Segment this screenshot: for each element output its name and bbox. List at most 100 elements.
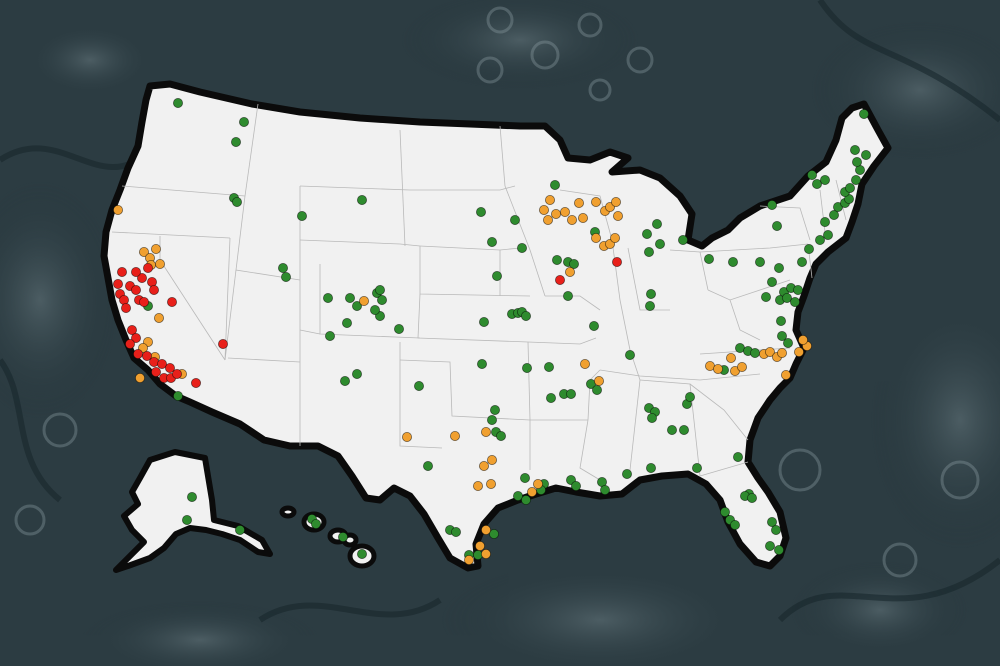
site-marker-green	[393, 323, 404, 334]
site-marker-orange	[480, 525, 491, 536]
site-marker-orange	[358, 295, 369, 306]
site-marker-red	[612, 256, 623, 267]
site-marker-red	[138, 296, 149, 307]
site-marker-orange	[486, 454, 497, 465]
site-marker-green	[622, 468, 633, 479]
site-marker-green	[322, 292, 333, 303]
site-marker-green	[730, 520, 741, 531]
site-marker-green	[765, 541, 776, 552]
site-marker-green	[704, 253, 715, 264]
site-marker-green	[277, 262, 288, 273]
site-marker-green	[646, 288, 657, 299]
site-marker-red	[130, 284, 141, 295]
site-marker-orange	[610, 232, 621, 243]
site-marker-red	[125, 338, 136, 349]
contiguous-us	[100, 80, 892, 572]
site-marker-red	[148, 284, 159, 295]
site-marker-red	[164, 362, 175, 373]
site-marker-orange	[580, 358, 591, 369]
site-marker-green	[804, 243, 815, 254]
site-marker-green	[495, 430, 506, 441]
site-marker-green	[356, 549, 367, 560]
site-marker-green	[280, 271, 291, 282]
site-marker-green	[172, 98, 183, 109]
sites-red	[113, 256, 623, 388]
site-marker-green	[647, 412, 658, 423]
site-marker-red	[555, 274, 566, 285]
site-marker-orange	[401, 431, 412, 442]
site-marker-red	[136, 272, 147, 283]
site-marker-green	[517, 242, 528, 253]
site-marker-green	[491, 270, 502, 281]
site-marker-green	[566, 388, 577, 399]
site-marker-green	[521, 310, 532, 321]
site-marker-green	[850, 144, 861, 155]
site-marker-green	[829, 209, 840, 220]
site-marker-green	[685, 391, 696, 402]
site-marker-orange	[153, 312, 164, 323]
site-marker-green	[776, 315, 787, 326]
site-marker-green	[339, 375, 350, 386]
site-marker-green	[513, 490, 524, 501]
site-marker-green	[600, 484, 611, 495]
site-marker-orange	[591, 232, 602, 243]
site-marker-red	[117, 266, 128, 277]
site-marker-green	[761, 291, 772, 302]
site-marker-green	[592, 384, 603, 395]
site-marker-red	[142, 262, 153, 273]
site-marker-red	[127, 324, 138, 335]
site-marker-green	[747, 492, 758, 503]
site-marker-green	[337, 532, 348, 543]
site-marker-green	[296, 210, 307, 221]
site-marker-green	[728, 256, 739, 267]
site-marker-orange	[463, 555, 474, 566]
site-marker-green	[646, 462, 657, 473]
site-marker-red	[217, 338, 228, 349]
site-marker-orange	[485, 478, 496, 489]
site-marker-orange	[565, 266, 576, 277]
site-marker-red	[190, 377, 201, 388]
site-marker-green	[422, 460, 433, 471]
site-marker-green	[356, 194, 367, 205]
site-marker-green	[755, 256, 766, 267]
site-marker-orange	[113, 204, 124, 215]
site-marker-orange	[611, 196, 622, 207]
site-marker-orange	[713, 363, 724, 374]
site-marker-green	[642, 228, 653, 239]
site-marker-orange	[560, 206, 571, 217]
site-marker-orange	[154, 258, 165, 269]
site-marker-orange	[613, 210, 624, 221]
site-marker-orange	[533, 478, 544, 489]
site-marker-orange	[150, 243, 161, 254]
site-marker-orange	[527, 486, 538, 497]
site-marker-green	[820, 174, 831, 185]
site-marker-orange	[480, 549, 491, 560]
site-marker-green	[767, 199, 778, 210]
site-marker-red	[130, 332, 141, 343]
site-marker-green	[181, 515, 192, 526]
state-borders	[111, 103, 847, 481]
sites-orange	[113, 194, 813, 566]
site-marker-red	[130, 266, 141, 277]
site-marker-green	[238, 117, 249, 128]
site-marker-green	[807, 169, 818, 180]
site-marker-red	[150, 366, 161, 377]
site-marker-green	[767, 276, 778, 287]
site-marker-green	[797, 256, 808, 267]
site-marker-green	[771, 525, 782, 536]
site-marker-orange	[578, 212, 589, 223]
site-marker-green	[823, 229, 834, 240]
site-marker-green	[550, 179, 561, 190]
site-marker-green	[234, 525, 245, 536]
site-marker-green	[767, 517, 778, 528]
site-marker-orange	[765, 346, 776, 357]
site-marker-red	[141, 350, 152, 361]
site-marker-green	[310, 519, 321, 530]
site-marker-green	[186, 491, 197, 502]
site-marker-red	[113, 278, 124, 289]
site-marker-green	[644, 246, 655, 257]
site-marker-green	[172, 390, 183, 401]
site-marker-green	[782, 292, 793, 303]
site-marker-green	[486, 414, 497, 425]
